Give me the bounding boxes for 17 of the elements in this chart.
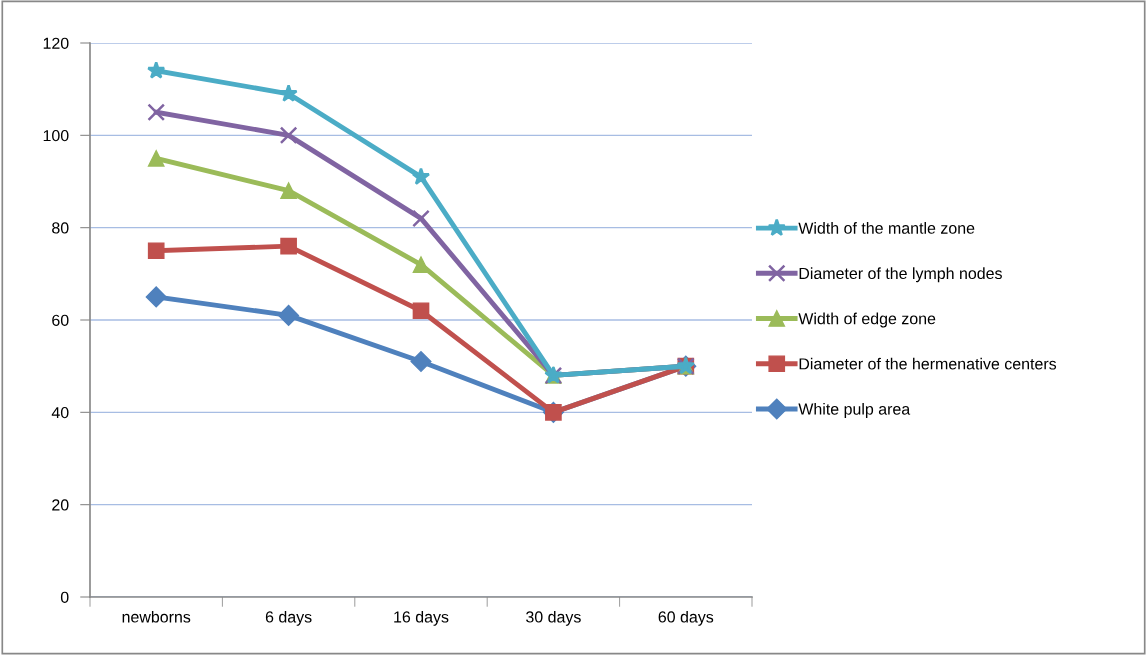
y-tick-label: 40 (51, 406, 69, 419)
y-tick-label: 100 (43, 129, 69, 142)
legend-label: Diameter of the hermenative centers (799, 357, 1057, 370)
x-tick-label: 30 days (526, 610, 581, 626)
y-tick-label: 120 (43, 37, 69, 49)
legend-label: Width of edge zone (798, 312, 936, 328)
y-tick-label: 20 (52, 499, 69, 511)
legend-label: Diameter of the lymph nodes (799, 267, 1002, 283)
x-tick-label: 60 days (658, 610, 714, 626)
y-tick-label: 60 (52, 314, 69, 326)
y-tick-label: 0 (60, 591, 69, 603)
y-tick-label: 80 (52, 222, 69, 234)
x-tick-label: 16 days (394, 610, 449, 626)
legend-label: White pulp area (798, 403, 911, 418)
x-tick-label: 6 days (265, 610, 312, 626)
x-tick-label: newborns (122, 610, 191, 623)
legend-label: Width of the mantle zone (798, 222, 975, 234)
